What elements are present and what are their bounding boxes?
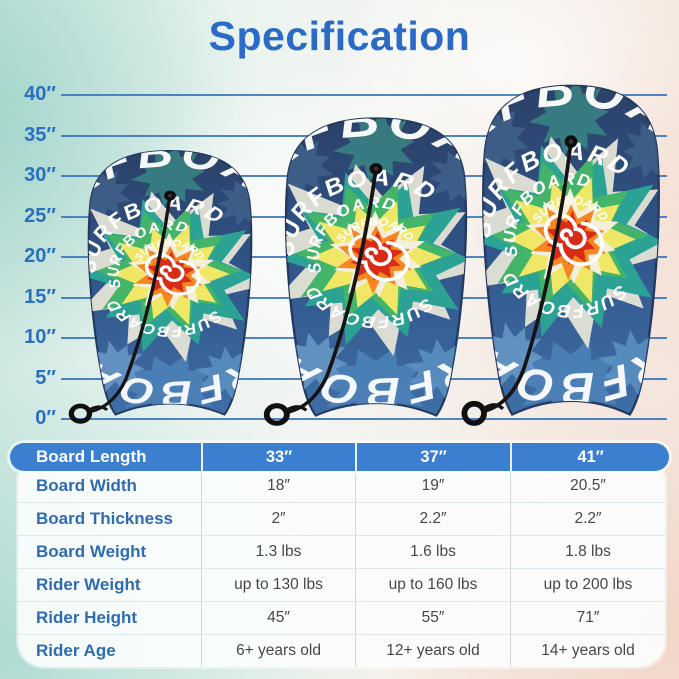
ruler-label-30in: 30″ — [24, 164, 56, 187]
header-value-41in: 41″ — [510, 443, 669, 471]
table-row-board-width: Board Width 18″ 19″ 20.5″ — [18, 470, 665, 502]
row-label: Board Width — [36, 476, 137, 495]
ruler-line-40in — [61, 94, 667, 96]
table-row-rider-height: Rider Height 45″ 55″ 71″ — [18, 601, 665, 634]
page-title: Specification — [208, 13, 471, 59]
row-value: 55″ — [355, 602, 510, 634]
row-value: 1.6 lbs — [355, 536, 510, 568]
ruler-label-10in: 10″ — [24, 326, 56, 349]
ruler-label-15in: 15″ — [24, 286, 56, 309]
row-value: 71″ — [510, 602, 665, 634]
row-value: 18″ — [201, 470, 355, 502]
row-value: 1.3 lbs — [201, 536, 355, 568]
row-value: up to 130 lbs — [201, 569, 355, 601]
row-value: 19″ — [355, 470, 510, 502]
row-value: 20.5″ — [510, 470, 665, 502]
row-value: up to 160 lbs — [355, 569, 510, 601]
table-row-rider-age: Rider Age 6+ years old 12+ years old 14+… — [18, 634, 665, 667]
row-label: Rider Weight — [36, 575, 141, 594]
spec-table-body: Board Width 18″ 19″ 20.5″ Board Thicknes… — [18, 470, 665, 667]
header-value-37in: 37″ — [355, 443, 510, 471]
ruler-line-0in — [61, 418, 667, 420]
row-value: 12+ years old — [355, 635, 510, 667]
row-value: 2.2″ — [355, 503, 510, 535]
table-row-board-thickness: Board Thickness 2″ 2.2″ 2.2″ — [18, 502, 665, 535]
ruler-label-25in: 25″ — [24, 205, 56, 228]
table-row-rider-weight: Rider Weight up to 130 lbs up to 160 lbs… — [18, 568, 665, 601]
row-label: Board Weight — [36, 542, 147, 561]
ruler-label-40in: 40″ — [24, 83, 56, 106]
ruler-label-35in: 35″ — [24, 124, 56, 147]
row-value: up to 200 lbs — [510, 569, 665, 601]
row-value: 6+ years old — [201, 635, 355, 667]
row-label: Board Thickness — [36, 509, 173, 528]
table-row-board-weight: Board Weight 1.3 lbs 1.6 lbs 1.8 lbs — [18, 535, 665, 568]
row-label: Rider Height — [36, 608, 138, 627]
header-value-33in: 33″ — [201, 443, 355, 471]
spec-table: Board Length 33″ 37″ 41″ Board Width 18″… — [10, 443, 669, 667]
bodyboard-33in — [58, 139, 282, 431]
row-value: 45″ — [201, 602, 355, 634]
spec-table-header-row: Board Length 33″ 37″ 41″ — [10, 443, 669, 471]
row-value: 2″ — [201, 503, 355, 535]
ruler-label-0in: 0″ — [35, 407, 56, 430]
header-label-board-length: Board Length — [36, 447, 147, 466]
row-value: 14+ years old — [510, 635, 665, 667]
ruler-label-5in: 5″ — [35, 367, 56, 390]
row-value: 1.8 lbs — [510, 536, 665, 568]
ruler-label-20in: 20″ — [24, 245, 56, 268]
row-value: 2.2″ — [510, 503, 665, 535]
bodyboard-41in — [450, 71, 679, 435]
row-label: Rider Age — [36, 641, 116, 660]
